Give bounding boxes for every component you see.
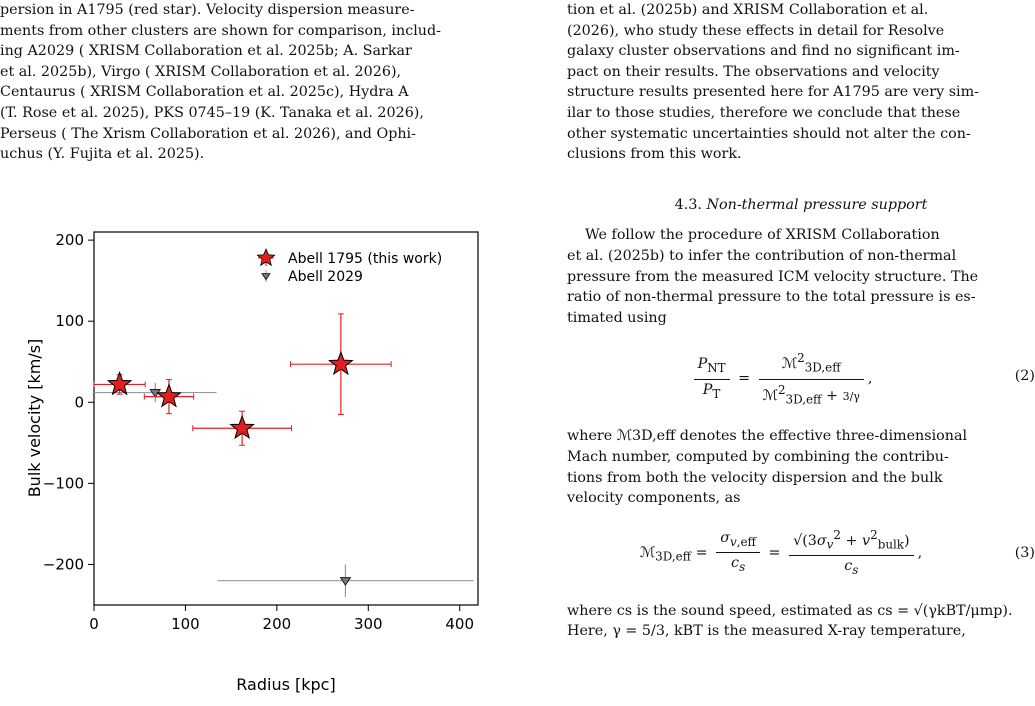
- text-line: pact on their results. The observations …: [567, 63, 940, 80]
- bulk-velocity-chart: 0 100 200 300 400 200 100 0 −100 −200 Abell 1795 …: [25, 231, 479, 694]
- text-line: ratio of non-thermal pressure to the tot…: [567, 289, 976, 306]
- text-line: structure results presented here for A17…: [567, 84, 980, 101]
- intro-paragraph: tion et al. (2025b) and XRISM Collaborat…: [567, 0, 1035, 165]
- paragraph-procedure: We follow the procedure of XRISM Collabo…: [567, 225, 1035, 328]
- x-tick-label: 400: [445, 615, 474, 633]
- text-line: Mach number, computed by combining the c…: [567, 448, 949, 465]
- equation-2: PNT PT = ℳ23D,eff ℳ23D,eff + 3/γ, (2): [567, 348, 1035, 408]
- plot-frame: [93, 231, 479, 606]
- a1795-point: [290, 313, 392, 415]
- text-line: velocity components, as: [567, 490, 741, 507]
- figure-caption: persion in A1795 (red star). Velocity di…: [0, 0, 520, 165]
- a2029-point: [94, 382, 217, 403]
- text-line: clusions from this work.: [567, 146, 742, 163]
- equation-2-number: (2): [1014, 368, 1035, 385]
- y-tick-label: −100: [43, 474, 84, 492]
- legend-label: Abell 1795 (this work): [288, 251, 442, 267]
- text-line: timated using: [567, 309, 667, 326]
- legend-triangle-icon: [261, 273, 271, 281]
- y-tick-label: −200: [43, 555, 84, 573]
- a1795-point: [143, 379, 195, 415]
- equation-3-number: (3): [1014, 544, 1035, 561]
- text-line: where cs is the sound speed, estimated a…: [567, 602, 1013, 619]
- y-tick-label: 0: [74, 393, 84, 411]
- equation-3: ℳ3D,eff = σv,eff cs = √(3σv2 + v2bulk) cs,…: [567, 525, 1035, 585]
- legend-star-icon: [256, 247, 276, 267]
- text-line: tion et al. (2025b) and XRISM Collaborat…: [567, 2, 929, 18]
- legend-item-a1795: Abell 1795 (this work): [256, 247, 442, 267]
- text-line: where ℳ3D,eff denotes the effective thre…: [567, 428, 968, 445]
- paragraph-sound-speed: where cs is the sound speed, estimated a…: [567, 601, 1035, 642]
- x-tick-label: 100: [171, 615, 200, 633]
- a1795-point: [93, 370, 146, 396]
- paragraph-mach: where ℳ3D,eff denotes the effective thre…: [567, 426, 1035, 508]
- y-axis-label: Bulk velocity [km/s]: [25, 339, 44, 498]
- x-tick-label: 0: [89, 615, 99, 633]
- caption-line: ing A2029 ( XRISM Collaboration et al. 2…: [0, 43, 412, 60]
- caption-line: Perseus ( The Xrism Collaboration et al.…: [0, 125, 416, 142]
- caption-line: uchus (Y. Fujita et al. 2025).: [0, 146, 205, 163]
- text-line: (2026), who study these effects in detai…: [567, 22, 945, 39]
- x-tick-label: 300: [354, 615, 383, 633]
- legend-item-a2029: Abell 2029: [261, 269, 363, 285]
- caption-line: (T. Rose et al. 2025), PKS 0745–19 (K. T…: [0, 104, 424, 121]
- text-line: Here, γ = 5/3, kBT is the measured X-ray…: [567, 623, 966, 640]
- text-line: pressure from the measured ICM velocity …: [567, 268, 979, 285]
- caption-line: ments from other clusters are shown for …: [0, 22, 441, 39]
- a2029-point: [217, 564, 474, 597]
- legend-label: Abell 2029: [288, 269, 363, 285]
- y-tick-label: 200: [55, 231, 84, 249]
- triangle-marker: [339, 577, 352, 586]
- text-line: ilar to those studies, therefore we conc…: [567, 104, 961, 121]
- section-title: Non-thermal pressure support: [706, 196, 928, 213]
- text-line: other systematic uncertainties should no…: [567, 125, 971, 142]
- body-text-column: tion et al. (2025b) and XRISM Collaborat…: [567, 0, 1035, 642]
- y-tick-label: 100: [55, 312, 84, 330]
- a1795-point: [192, 410, 292, 446]
- x-tick-label: 200: [263, 615, 292, 633]
- text-line: galaxy cluster observations and find no …: [567, 43, 960, 60]
- star-marker: [229, 414, 255, 440]
- star-marker: [328, 350, 354, 376]
- section-number: 4.3.: [674, 196, 702, 213]
- text-line: et al. (2025b) to infer the contribution…: [567, 247, 957, 264]
- text-line: tions from both the velocity dispersion …: [567, 469, 943, 486]
- caption-line: et al. 2025b), Virgo ( XRISM Collaborati…: [0, 63, 402, 80]
- star-marker: [106, 370, 133, 396]
- section-heading: 4.3. Non-thermal pressure support: [567, 195, 1035, 216]
- caption-line: Centaurus ( XRISM Collaboration et al. 2…: [0, 84, 409, 101]
- caption-line: persion in A1795 (red star). Velocity di…: [0, 2, 415, 18]
- text-line: We follow the procedure of XRISM Collabo…: [585, 227, 940, 244]
- star-marker: [156, 383, 182, 408]
- x-axis-label: Radius [kpc]: [236, 675, 335, 694]
